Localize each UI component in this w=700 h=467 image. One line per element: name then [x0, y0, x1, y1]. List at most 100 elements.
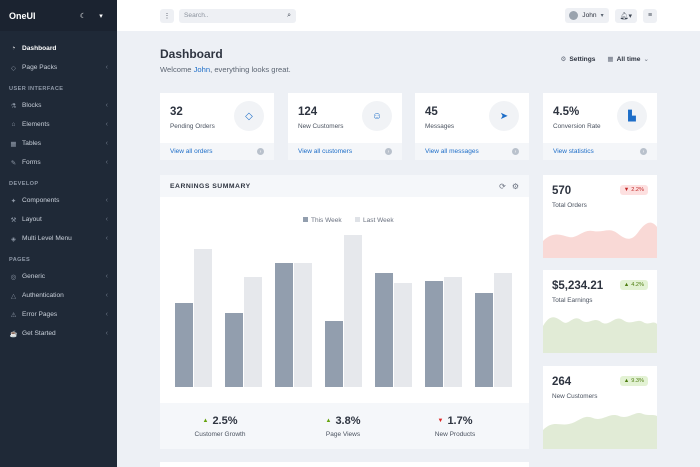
sidebar-item-forms[interactable]: ✎ Forms ‹ — [0, 153, 117, 172]
dots-vertical-icon: ⋮ — [163, 12, 171, 20]
sidebar-item-multi-level-menu[interactable]: ◈ Multi Level Menu ‹ — [0, 229, 117, 248]
sidebar-item-authentication[interactable]: △ Authentication ‹ — [0, 286, 117, 305]
chevron-left-icon: ‹ — [105, 121, 108, 128]
gem-icon: ◇ — [234, 101, 264, 131]
range-dropdown[interactable]: ▦ All time ⌄ — [607, 55, 652, 63]
stat-label: Messages — [425, 123, 455, 130]
sidebar-item-label: Multi Level Menu — [22, 235, 72, 242]
side-card-total-orders: 570 Total Orders ▼ 2.2% — [543, 175, 657, 258]
sidebar-item-label: Page Packs — [22, 64, 58, 71]
welcome-user-name[interactable]: John — [193, 65, 211, 74]
bar-last-week[interactable] — [294, 263, 312, 387]
refresh-icon[interactable]: ⟳ — [499, 181, 506, 191]
chevron-left-icon: ‹ — [105, 216, 108, 223]
stat-footer-link[interactable]: View all messages › — [415, 143, 529, 160]
top-header: ⋮ ⌕ John ▾ 🔔︎▾ ≡ — [117, 0, 700, 31]
earnings-bar-chart: This Week Last Week — [175, 217, 512, 387]
form-icon: ✎ — [10, 159, 17, 167]
settings-button[interactable]: ⚙ Settings — [560, 55, 595, 63]
sparkline-area — [543, 222, 657, 258]
search-input[interactable] — [184, 12, 288, 19]
search-box: ⌕ — [179, 8, 296, 23]
gear-icon[interactable]: ⚙ — [511, 181, 519, 191]
kpi-new-products: ▼ 1.7% New Products — [400, 415, 510, 438]
bar-last-week[interactable] — [344, 235, 362, 387]
arrow-right-icon: › — [385, 148, 392, 155]
earnings-title: EARNINGS SUMMARY — [170, 182, 251, 190]
bar-last-week[interactable] — [394, 283, 412, 387]
puzzle-icon: ◈ — [11, 235, 16, 243]
sidebar-item-elements[interactable]: ⌂ Elements ‹ — [0, 115, 117, 134]
bar-this-week[interactable] — [175, 303, 193, 387]
bar-this-week[interactable] — [325, 321, 343, 387]
side-overlay-button[interactable]: ≡ — [643, 8, 657, 23]
sidebar-item-dashboard[interactable]: ◔ Dashboard — [0, 39, 117, 58]
sidebar-item-blocks[interactable]: ⚗ Blocks ‹ — [0, 96, 117, 115]
stat-value: 4.5% — [553, 106, 580, 118]
wand-icon: ✦ — [10, 197, 17, 205]
sidebar-item-generic[interactable]: ◎ Generic ‹ — [0, 267, 117, 286]
chevron-left-icon: ‹ — [105, 311, 108, 318]
calendar-icon: ▦ — [607, 56, 614, 63]
sliders-icon: ⚙ — [560, 56, 567, 63]
user-menu-button[interactable]: John ▾ — [565, 8, 609, 23]
sidebar-heading-ui: USER INTERFACE — [9, 86, 64, 92]
user-circle-icon: ☺ — [362, 101, 392, 131]
sidebar-item-tables[interactable]: ▦ Tables ‹ — [0, 134, 117, 153]
sidebar-item-error-pages[interactable]: ⚠ Error Pages ‹ — [0, 305, 117, 324]
notifications-button[interactable]: 🔔︎▾ — [614, 8, 637, 23]
sidebar-item-label: Dashboard — [22, 45, 57, 52]
sidebar-item-layout[interactable]: ⚒ Layout ‹ — [0, 210, 117, 229]
sparkline-area — [543, 317, 657, 353]
arrow-right-icon: › — [257, 148, 264, 155]
stat-footer-link[interactable]: View all orders › — [160, 143, 274, 160]
side-card-new-customers: 264 New Customers ▲ 9.3% — [543, 366, 657, 449]
side-card-value: 570 — [552, 185, 572, 197]
caret-up-icon: ▲ — [325, 418, 332, 424]
page-tools: ⚙ Settings ▦ All time ⌄ — [560, 55, 652, 63]
trend-badge: ▼ 2.2% — [619, 185, 648, 195]
earnings-kpis: ▲ 2.5% Customer Growth ▲ 3.8% Page Views ▼… — [160, 403, 529, 449]
stat-footer-link[interactable]: View all customers › — [288, 143, 402, 160]
speedometer-icon: ◔ — [11, 45, 16, 52]
stat-value: 45 — [425, 106, 438, 118]
bar-last-week[interactable] — [194, 249, 212, 387]
stat-label: New Customers — [298, 123, 344, 130]
bar-this-week[interactable] — [425, 281, 443, 387]
stat-card-conversion-rate: 4.5% Conversion Rate ▙ View statistics › — [543, 93, 657, 160]
trend-badge: ▲ 4.2% — [619, 280, 648, 290]
sidebar-item-label: Elements — [22, 121, 50, 128]
chart-bar-icon: ▙ — [617, 101, 647, 131]
stat-footer-link[interactable]: View statistics › — [543, 143, 657, 160]
sidebar-style-toggle[interactable]: ▾ — [94, 9, 108, 23]
brand-logo[interactable]: OneUI — [9, 10, 36, 21]
dark-mode-toggle[interactable]: ☾ — [76, 9, 90, 23]
chevron-left-icon: ‹ — [105, 140, 108, 147]
chevron-left-icon: ‹ — [105, 102, 108, 109]
sidebar-item-label: Layout — [22, 216, 42, 223]
rocket-icon: ⌂ — [11, 121, 16, 128]
bar-this-week[interactable] — [375, 273, 393, 387]
wrench-icon: ⚒ — [10, 216, 17, 224]
sidebar-item-components[interactable]: ✦ Components ‹ — [0, 191, 117, 210]
bar-last-week[interactable] — [444, 277, 462, 387]
bar-this-week[interactable] — [225, 313, 243, 387]
stat-label: Pending Orders — [170, 123, 215, 130]
bar-last-week[interactable] — [244, 277, 262, 387]
coffee-icon: ☕ — [9, 330, 18, 338]
sidebar-heading-pages: PAGES — [9, 257, 31, 263]
sidebar-header: OneUI ☾ ▾ — [0, 0, 117, 31]
caret-up-icon: ▲ — [202, 418, 209, 424]
bar-this-week[interactable] — [475, 293, 493, 387]
earnings-header: EARNINGS SUMMARY ⟳ ⚙ — [160, 175, 529, 197]
bar-last-week[interactable] — [494, 273, 512, 387]
sidebar-item-get-started[interactable]: ☕ Get Started ‹ — [0, 324, 117, 343]
sidebar-toggle-button[interactable]: ⋮ — [160, 8, 174, 23]
stat-card-messages: 45 Messages ➤ View all messages › — [415, 93, 529, 160]
legend-label: Last Week — [363, 217, 394, 224]
sidebar-item-page-packs[interactable]: ◇ Page Packs ‹ — [0, 58, 117, 77]
bar-this-week[interactable] — [275, 263, 293, 387]
welcome-prefix: Welcome — [160, 65, 194, 74]
search-icon[interactable]: ⌕ — [287, 11, 291, 19]
chevron-left-icon: ‹ — [105, 273, 108, 280]
